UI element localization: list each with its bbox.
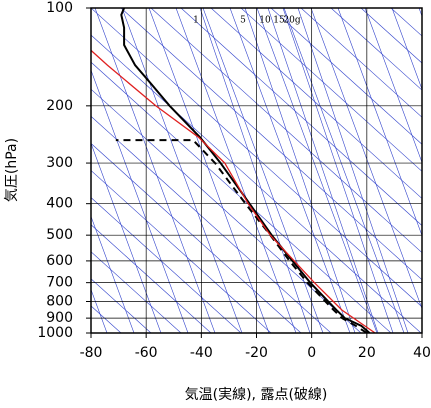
- mixing-ratio-line: [282, 8, 394, 333]
- dry-adiabat: [91, 88, 362, 333]
- mixing-ratio-line: [297, 8, 409, 333]
- dry-adiabat: [270, 8, 422, 145]
- background-lines: [91, 8, 422, 333]
- dry-adiabat: [150, 8, 422, 254]
- isotherm: [148, 8, 270, 333]
- mixing-ratio-line: [267, 8, 379, 333]
- y-tick-label: 700: [46, 275, 73, 291]
- x-tick-label: -20: [245, 345, 268, 361]
- isotherm: [91, 142, 162, 333]
- dry-adiabat: [91, 34, 422, 333]
- dry-adiabat: [360, 8, 422, 64]
- dry-adiabat: [240, 8, 422, 172]
- isotherm: [94, 8, 216, 333]
- dry-adiabat: [91, 115, 332, 333]
- mixing-ratio-label: 20g: [283, 16, 300, 26]
- dry-adiabat: [91, 224, 212, 333]
- dry-adiabat: [180, 8, 422, 226]
- x-tick-label: 20: [358, 345, 376, 361]
- isotherm: [175, 8, 297, 333]
- isotherm: [91, 69, 189, 333]
- y-axis-title: 気圧(hPa): [4, 138, 20, 202]
- dry-adiabat: [91, 143, 302, 333]
- dry-adiabat: [91, 197, 242, 333]
- y-tick-label: 100: [46, 0, 73, 16]
- x-tick-label: -60: [135, 345, 158, 361]
- dry-adiabat: [210, 8, 422, 199]
- mixing-ratio-label: 1: [193, 16, 199, 26]
- isotherm: [256, 8, 378, 333]
- y-tick-label: 600: [46, 253, 73, 269]
- frame: [90, 7, 423, 334]
- dry-adiabat: [91, 170, 272, 333]
- dry-adiabat: [330, 8, 422, 91]
- dry-adiabat: [91, 8, 422, 308]
- y-tick-label: 300: [46, 155, 73, 171]
- isotherm: [337, 8, 422, 237]
- y-tick-label: 400: [46, 196, 73, 212]
- y-tick-label: 1000: [37, 325, 73, 341]
- isotherm: [310, 8, 422, 310]
- isotherm: [364, 8, 422, 164]
- x-axis-title: 気温(実線), 露点(破線): [185, 387, 328, 403]
- isotherm: [91, 215, 135, 333]
- profile-line: [120, 8, 371, 333]
- mixing-ratio-line: [244, 8, 356, 333]
- y-tick-label: 800: [46, 294, 73, 310]
- dry-adiabat: [91, 278, 152, 333]
- mixing-ratio-label: 15: [273, 16, 285, 26]
- y-tick-label: 500: [46, 227, 73, 243]
- plot-area: [91, 8, 376, 333]
- profile-line: [115, 139, 368, 333]
- isotherm: [121, 8, 243, 333]
- x-tick-label: -80: [80, 345, 103, 361]
- isotherm: [229, 8, 351, 333]
- x-tick-label: 40: [413, 345, 431, 361]
- x-tick-label: 0: [307, 345, 316, 361]
- dry-adiabat: [91, 251, 182, 333]
- y-tick-label: 200: [46, 98, 73, 114]
- mixing-ratio-label: 10: [259, 16, 271, 26]
- y-tick-label: 900: [46, 310, 73, 326]
- profile-line: [91, 49, 376, 333]
- mixing-ratio-line: [199, 8, 311, 333]
- mixing-ratio-label: 5: [240, 16, 246, 26]
- isotherm: [283, 8, 405, 333]
- dry-adiabat: [91, 61, 392, 333]
- x-tick-label: -40: [190, 345, 213, 361]
- dry-adiabat: [120, 8, 422, 281]
- isotherm: [202, 8, 324, 333]
- isotherm: [391, 8, 422, 91]
- dry-adiabat: [300, 8, 422, 118]
